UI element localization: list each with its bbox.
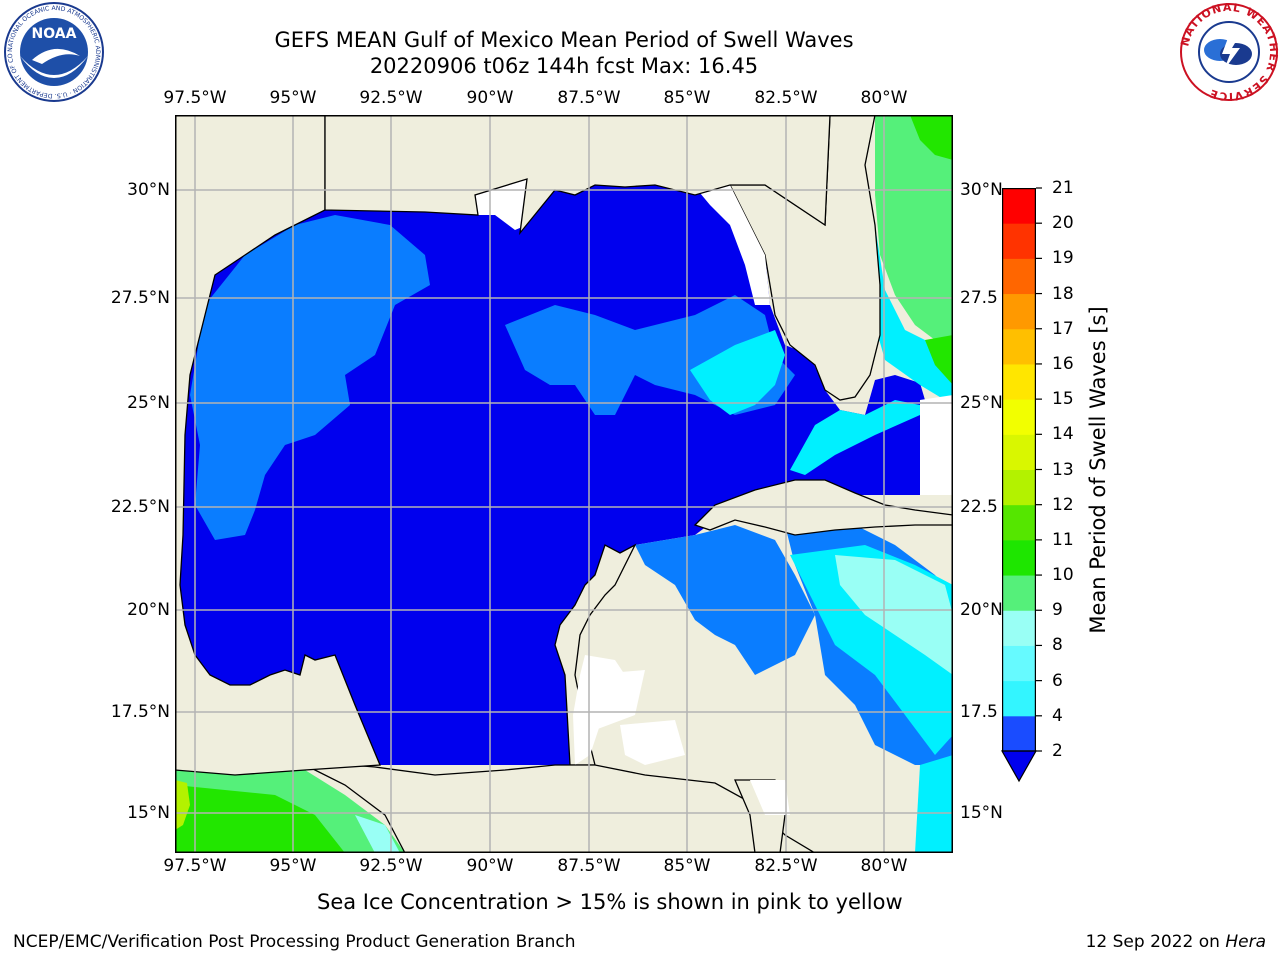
colorbar-block [1002, 434, 1036, 470]
lon-label-top-1: 97.5°W [163, 88, 227, 108]
colorbar-tick-label: 6 [1052, 670, 1063, 691]
footer-date: 12 Sep 2022 on Hera [1086, 932, 1266, 952]
lat-label-left-7: 15°N [127, 803, 170, 823]
colorbar-tick-label: 13 [1052, 459, 1074, 480]
lon-label-bottom-4: 90°W [466, 856, 514, 876]
colorbar-label: Mean Period of Swell Waves [s] [1086, 306, 1110, 634]
lon-label-top-6: 85°W [663, 88, 711, 108]
colorbar-block [1002, 328, 1036, 365]
pacific-swell-11 [175, 785, 345, 853]
swell-2-4-south [635, 525, 815, 675]
colorbar-tick-label: 2 [1052, 741, 1063, 761]
no-data-honduras [585, 670, 645, 730]
colorbar-block [1002, 399, 1036, 435]
lon-label-bottom-7: 82.5°W [754, 856, 818, 876]
colorbar-tick-label: 15 [1052, 389, 1074, 410]
colorbar-block [1002, 363, 1036, 400]
colorbar-tick-label: 12 [1052, 494, 1074, 515]
swell-10-11-bahamas [925, 335, 953, 385]
lat-label-left-4: 22.5°N [110, 497, 170, 517]
chart-subtitle: 20220906 t06z 144h fcst Max: 16.45 [369, 54, 759, 78]
lat-label-right-5: 20°N [960, 600, 1003, 620]
lon-label-top-4: 90°W [466, 88, 514, 108]
colorbar-block [1002, 188, 1036, 224]
chart-title: GEFS MEAN Gulf of Mexico Mean Period of … [274, 28, 854, 52]
map-gridlines [175, 115, 953, 853]
lat-label-left-2: 27.5°N [110, 288, 170, 308]
noaa-logo: NATIONAL OCEANIC AND ATMOSPHERIC ADMINIS… [2, 2, 104, 102]
colorbar-tick-label: 4 [1052, 705, 1063, 726]
colorbar-tick-label: 8 [1052, 635, 1063, 656]
lat-label-left-3: 25°N [127, 393, 170, 413]
colorbar-tick-label: 21 [1052, 178, 1074, 198]
lon-label-bottom-2: 95°W [269, 856, 317, 876]
colorbar-block [1002, 575, 1036, 611]
lat-label-right-4: 22.5 [960, 497, 998, 517]
swell-4-6-central [690, 330, 785, 415]
colorbar-block [1002, 293, 1036, 330]
no-data-honduras-2 [620, 720, 685, 765]
lat-label-right-3: 25°N [960, 393, 1003, 413]
map-plot [175, 115, 953, 853]
lon-label-top-7: 82.5°W [754, 88, 818, 108]
footer-machine: Hera [1225, 932, 1266, 952]
colorbar-block [1002, 680, 1036, 717]
lat-label-left-1: 30°N [127, 180, 170, 200]
no-data-bahamas [920, 395, 953, 495]
lon-label-bottom-8: 80°W [860, 856, 908, 876]
lat-label-right-1: 30°N [960, 180, 1003, 200]
colorbar-frame [1002, 188, 1036, 752]
no-data-nicaragua [750, 780, 790, 815]
no-data-florida [695, 185, 770, 305]
sea-ice-note: Sea Ice Concentration > 15% is shown in … [317, 890, 903, 914]
colorbar-tick-label: 10 [1052, 565, 1074, 586]
colorbar-tick-label: 20 [1052, 213, 1074, 234]
pacific-swell-8 [355, 815, 400, 853]
swell-4-6-straits [790, 400, 920, 475]
lat-label-right-6: 17.5 [960, 702, 998, 722]
lon-label-top-5: 87.5°W [557, 88, 621, 108]
lon-label-top-3: 92.5°W [359, 88, 423, 108]
pacific-swell-12 [175, 780, 190, 830]
map-frame [175, 115, 953, 853]
swell-9-11-atlantic [875, 115, 953, 355]
colorbar-tick-label: 11 [1052, 529, 1074, 550]
lat-label-left-6: 17.5°N [110, 702, 170, 722]
lat-label-right-2: 27.5 [960, 288, 998, 308]
colorbar-block [1002, 223, 1036, 259]
colorbar-block [1002, 539, 1036, 576]
swell-4-6-southeast [915, 755, 953, 853]
swell-10-11-atlantic [910, 115, 953, 160]
colorbar-block [1002, 645, 1036, 682]
colorbar-block [1002, 610, 1036, 646]
swell-6-9-caribbean [835, 555, 953, 675]
colorbar-block [1002, 469, 1036, 506]
no-data-northgulf [475, 179, 527, 230]
us-gulf-land [324, 115, 831, 236]
lon-label-bottom-6: 85°W [663, 856, 711, 876]
footer-date-text: 12 Sep 2022 on [1085, 932, 1226, 952]
lon-label-bottom-5: 87.5°W [557, 856, 621, 876]
lon-label-top-8: 80°W [860, 88, 908, 108]
colorbar-tick-label: 14 [1052, 424, 1074, 445]
colorbar-extend-min [1000, 750, 1038, 783]
lat-label-left-5: 20°N [127, 600, 170, 620]
footer-credit: NCEP/EMC/Verification Post Processing Pr… [13, 932, 576, 952]
lon-label-bottom-1: 97.5°W [163, 856, 227, 876]
colorbar-tick-label: 9 [1052, 600, 1063, 621]
colorbar-tick-label: 19 [1052, 248, 1074, 269]
colorbar-block [1002, 258, 1036, 295]
nws-logo: NATIONAL WEATHER SERVICE [1178, 2, 1279, 102]
lon-label-top-2: 95°W [269, 88, 317, 108]
colorbar-tick-label: 17 [1052, 318, 1074, 339]
colorbar [1000, 187, 1042, 783]
lat-label-right-7: 15°N [960, 803, 1003, 823]
colorbar-block [1002, 715, 1036, 752]
colorbar-tick-label: 18 [1052, 283, 1074, 304]
colorbar-tick-label: 16 [1052, 353, 1074, 374]
colorbar-block [1002, 504, 1036, 541]
noaa-text: NOAA [32, 26, 77, 42]
lon-label-bottom-3: 92.5°W [359, 856, 423, 876]
swell-2-4-west [190, 215, 430, 540]
